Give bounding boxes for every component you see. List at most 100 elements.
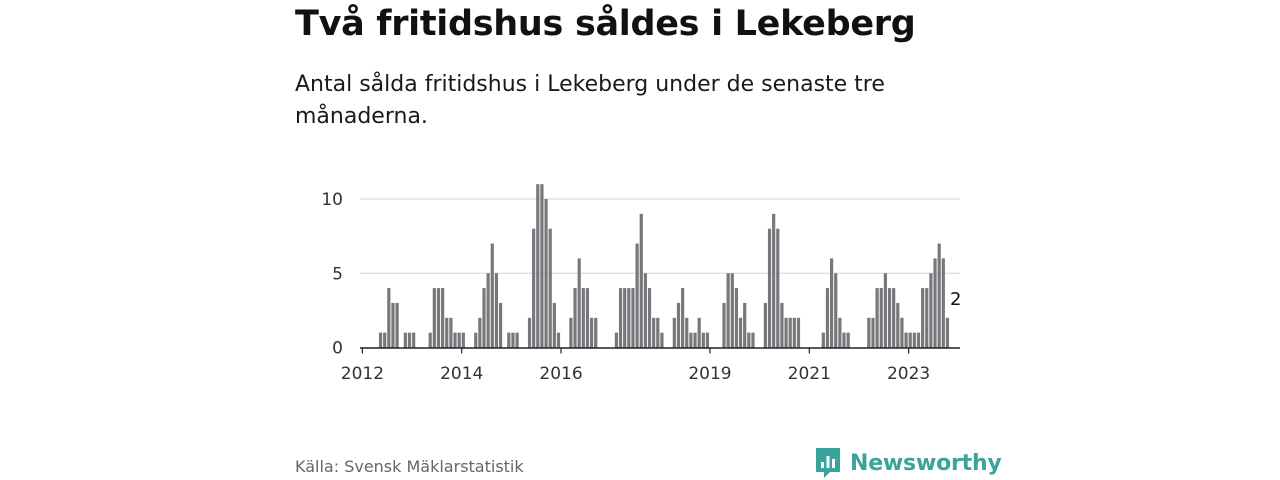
gridlines: 0 5 10: [321, 190, 960, 359]
bar: [908, 332, 912, 348]
bar: [498, 302, 503, 348]
bar: [767, 228, 772, 348]
bar: [490, 243, 494, 348]
y-tick-label: 5: [332, 264, 343, 284]
bar: [478, 317, 482, 348]
bar: [681, 288, 685, 348]
chart-subtitle: Antal sålda fritidshus i Lekeberg under …: [295, 72, 885, 129]
bar: [875, 288, 879, 348]
bar: [829, 258, 834, 348]
bar: [900, 317, 904, 348]
bar: [722, 302, 726, 348]
x-tick-label: 2012: [341, 364, 384, 384]
bar: [511, 332, 515, 348]
bar-chart: 0 5 10 2012 2014 2016 2019 2021 2023 2: [321, 184, 963, 384]
bar: [407, 332, 412, 348]
bar: [432, 288, 436, 348]
bar: [904, 332, 908, 348]
bar: [589, 317, 594, 348]
bar: [395, 302, 399, 348]
bar: [763, 302, 767, 348]
bar: [776, 228, 780, 348]
bar: [548, 228, 552, 348]
bar: [925, 288, 929, 348]
bar: [515, 332, 519, 348]
bar: [507, 332, 511, 348]
bar: [821, 332, 825, 348]
bar: [796, 317, 801, 348]
bar: [540, 184, 544, 348]
x-tick-label: 2014: [440, 364, 483, 384]
bar: [436, 288, 441, 348]
bar: [412, 332, 416, 348]
bar: [929, 273, 933, 348]
brand-logo[interactable]: Newsworthy: [814, 446, 1002, 480]
bar: [494, 273, 499, 348]
bar: [701, 332, 705, 348]
bar: [623, 288, 627, 348]
bar: [772, 213, 776, 348]
bar: [449, 317, 453, 348]
bar: [743, 302, 747, 348]
x-tick-label: 2016: [539, 364, 582, 384]
bar: [883, 273, 887, 348]
bar: [552, 302, 556, 348]
bar: [788, 317, 792, 348]
bar: [825, 288, 830, 348]
bar: [842, 332, 846, 348]
data-labels: 2: [948, 287, 963, 312]
bar: [631, 288, 635, 348]
bar: [941, 258, 945, 348]
bar-series: [378, 184, 950, 348]
bar: [834, 273, 838, 348]
bar: [441, 288, 445, 348]
bar: [585, 288, 590, 348]
bar: [544, 199, 548, 348]
bar: [867, 317, 871, 348]
x-axis: 2012 2014 2016 2019 2021 2023: [341, 347, 960, 384]
bar: [614, 332, 619, 348]
bar: [937, 243, 941, 348]
bar: [879, 288, 883, 348]
source-note: Källa: Svensk Mäklarstatistik: [295, 457, 524, 476]
bar: [751, 332, 755, 348]
bar: [643, 273, 647, 348]
bar: [652, 317, 656, 348]
bar: [532, 228, 536, 348]
bar: [916, 332, 921, 348]
bar: [747, 332, 751, 348]
bar: [403, 332, 407, 348]
bar: [871, 317, 875, 348]
bar: [474, 332, 478, 348]
bar: [635, 243, 639, 348]
bar: [387, 288, 391, 348]
bar: [945, 317, 950, 348]
bar: [726, 273, 730, 348]
bar: [730, 273, 734, 348]
bar: [391, 302, 395, 348]
bar: [912, 332, 916, 348]
bar: [428, 332, 432, 348]
bar: [581, 288, 585, 348]
bar: [676, 302, 681, 348]
bar: [792, 317, 796, 348]
bar: [461, 332, 465, 348]
bar: [705, 332, 710, 348]
bar: [697, 317, 701, 348]
bar: [896, 302, 900, 348]
x-tick-label: 2019: [688, 364, 731, 384]
x-tick-label: 2023: [887, 364, 930, 384]
bar: [527, 317, 532, 348]
bar: [486, 273, 490, 348]
bar: [453, 332, 457, 348]
bar: [639, 213, 643, 348]
data-label-highlight: 2: [950, 289, 961, 310]
bar: [921, 288, 925, 348]
bar: [656, 317, 660, 348]
bar: [660, 332, 664, 348]
bar: [780, 302, 784, 348]
bar: [693, 332, 697, 348]
y-tick-label: 0: [332, 339, 343, 359]
newsworthy-logo-icon: [816, 448, 840, 478]
bar: [846, 332, 850, 348]
